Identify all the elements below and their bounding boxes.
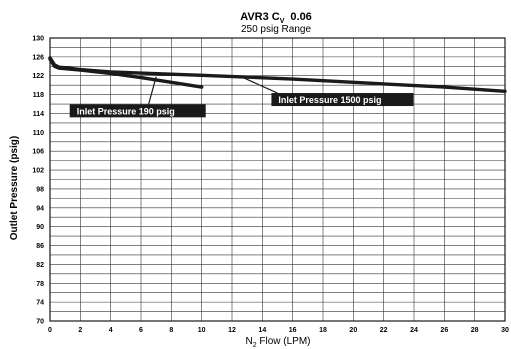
y-tick-label: 90 — [36, 224, 44, 231]
x-axis-label-subscript: 2 — [253, 342, 257, 349]
x-tick-label: 30 — [501, 327, 509, 334]
x-tick-label: 2 — [78, 327, 82, 334]
callout-leader-2 — [240, 76, 278, 94]
y-tick-label: 70 — [36, 319, 44, 326]
callout-label-1: Inlet Pressure 190 psig — [77, 106, 175, 116]
x-tick-label: 22 — [380, 327, 388, 334]
callout-label-2: Inlet Pressure 1500 psig — [278, 95, 381, 105]
series-lines — [48, 56, 507, 93]
y-tick-label: 86 — [36, 243, 44, 250]
callout-box-2 — [271, 93, 414, 107]
y-axis-label: Outlet Pressure (psig) — [9, 136, 20, 240]
y-tick-label: 74 — [36, 300, 44, 307]
chart-title: AVR3 CV 0.06 — [240, 11, 312, 25]
x-tick-label: 4 — [109, 327, 113, 334]
x-tick-label: 14 — [258, 327, 266, 334]
y-tick-label: 102 — [32, 168, 44, 175]
x-tick-label: 24 — [410, 327, 418, 334]
x-axis-ticks: 0 2 4 6 8 10 12 14 16 18 20 22 24 26 28 30 — [48, 327, 509, 334]
x-tick-label: 0 — [48, 327, 52, 334]
x-tick-label: 26 — [440, 327, 448, 334]
y-tick-label: 110 — [33, 130, 44, 137]
x-tick-label: 6 — [139, 327, 143, 334]
x-tick-label: 28 — [471, 327, 479, 334]
x-tick-label: 18 — [319, 327, 327, 334]
y-tick-label: 130 — [32, 36, 44, 43]
y-tick-label: 98 — [36, 186, 44, 193]
y-tick-label: 106 — [32, 149, 44, 156]
callout-box-1 — [69, 104, 206, 118]
plot-frame — [49, 37, 506, 322]
x-tick-label: 12 — [228, 327, 236, 334]
x-tick-label: 20 — [349, 327, 357, 334]
chart-title-subscript: V — [280, 18, 285, 25]
y-tick-label: 118 — [33, 92, 44, 99]
grid-lines — [49, 37, 506, 322]
y-tick-label: 126 — [32, 54, 44, 61]
series-line-2 — [48, 56, 507, 93]
y-tick-label: 114 — [33, 111, 44, 118]
x-tick-label: 10 — [198, 327, 206, 334]
y-tick-label: 122 — [32, 73, 44, 80]
y-axis-ticks: 70 74 78 82 86 90 94 98 102 106 110 114 118 122 126 130 — [32, 36, 44, 326]
y-tick-label: 78 — [36, 281, 44, 288]
x-axis-label: N2 Flow (LPM) — [245, 336, 310, 349]
x-tick-label: 8 — [169, 327, 173, 334]
y-tick-label: 94 — [36, 205, 44, 212]
x-tick-label: 16 — [289, 327, 297, 334]
callout-leader-1 — [148, 76, 157, 105]
series-callouts: Inlet Pressure 190 psig Inlet Pressure 15… — [69, 76, 414, 118]
y-tick-label: 82 — [36, 262, 44, 269]
chart-subtitle: 250 psig Range — [241, 24, 311, 35]
